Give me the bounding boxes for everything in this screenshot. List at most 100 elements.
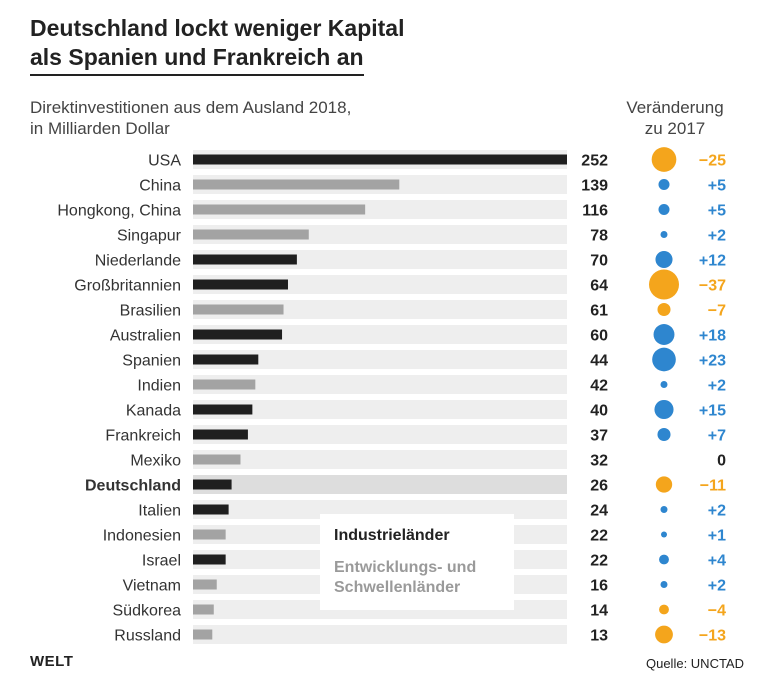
category-label: Russland	[114, 628, 181, 645]
change-label: +12	[699, 253, 726, 270]
change-label: +7	[708, 428, 726, 445]
value-label: 40	[590, 403, 608, 420]
subtitle-line-2: in Milliarden Dollar	[30, 119, 170, 138]
category-label: USA	[148, 153, 181, 170]
change-label: −25	[699, 153, 726, 170]
change-label: −4	[708, 603, 726, 620]
change-bubble	[659, 604, 669, 615]
value-label: 26	[590, 478, 608, 495]
change-column-header: Veränderung zu 2017	[612, 97, 738, 139]
change-bubble	[658, 203, 670, 216]
change-label: −37	[699, 278, 726, 295]
value-label: 42	[590, 378, 608, 395]
change-bubble	[655, 250, 673, 269]
change-label: +1	[708, 528, 726, 545]
category-label: Kanada	[126, 403, 181, 420]
value-label: 64	[590, 278, 608, 295]
change-bubble	[654, 399, 674, 420]
change-bubble	[652, 347, 676, 372]
change-label: +18	[699, 328, 726, 345]
title-line-1: Deutschland lockt weniger Kapital	[30, 15, 405, 41]
row-background	[193, 325, 567, 344]
row-background	[193, 300, 567, 319]
value-label: 44	[590, 353, 608, 370]
bar	[193, 554, 226, 565]
value-label: 24	[590, 503, 608, 520]
bar	[193, 354, 259, 365]
category-label: Israel	[142, 553, 181, 570]
change-bubble	[660, 581, 668, 588]
value-label: 61	[590, 303, 608, 320]
change-bubble	[657, 427, 671, 442]
legend: Industrieländer Entwicklungs- und Schwel…	[320, 514, 514, 610]
category-label: Brasilien	[120, 303, 181, 320]
bar	[193, 204, 366, 215]
change-label: +4	[708, 553, 726, 570]
bar	[193, 379, 256, 390]
value-label: 252	[581, 153, 608, 170]
change-label: 0	[717, 453, 726, 470]
bar	[193, 179, 400, 190]
change-label: +15	[699, 403, 726, 420]
change-label: +2	[708, 228, 726, 245]
change-label: −13	[699, 628, 726, 645]
title-line-2: als Spanien und Frankreich an	[30, 43, 364, 76]
value-label: 13	[590, 628, 608, 645]
change-header-line-1: Veränderung	[626, 98, 724, 117]
row-background	[193, 400, 567, 419]
bar	[193, 304, 284, 315]
change-label: +23	[699, 353, 726, 370]
bar	[193, 454, 241, 465]
value-label: 32	[590, 453, 608, 470]
bar	[193, 579, 217, 590]
bar	[193, 154, 567, 165]
row-background	[193, 625, 567, 644]
bar	[193, 479, 232, 490]
change-bubble	[655, 625, 673, 644]
change-bubble	[659, 554, 669, 565]
bar	[193, 504, 229, 515]
legend-developing-line-1: Entwicklungs- und	[334, 559, 477, 576]
chart-subtitle: Direktinvestitionen aus dem Ausland 2018…	[30, 97, 351, 139]
value-label: 37	[590, 428, 608, 445]
change-label: +5	[708, 178, 726, 195]
category-label: Südkorea	[113, 603, 182, 620]
category-label: Australien	[110, 328, 181, 345]
bar	[193, 254, 297, 265]
category-label: Indonesien	[103, 528, 181, 545]
change-label: −11	[700, 478, 726, 495]
value-label: 22	[590, 528, 608, 545]
legend-industrial: Industrieländer	[334, 527, 450, 544]
row-background	[193, 425, 567, 444]
legend-developing-line-2: Schwellenländer	[334, 579, 461, 596]
bar	[193, 429, 248, 440]
change-bubble	[658, 178, 670, 191]
value-label: 14	[590, 603, 608, 620]
change-bubble	[661, 531, 667, 538]
change-bubble	[655, 476, 673, 493]
category-label: Großbritannien	[74, 278, 181, 295]
category-label: Vietnam	[123, 578, 181, 595]
change-bubble	[660, 506, 668, 513]
value-label: 16	[590, 578, 608, 595]
row-background	[193, 450, 567, 469]
row-background	[193, 475, 567, 494]
value-label: 70	[590, 253, 608, 270]
category-label: Spanien	[122, 353, 181, 370]
category-label: Hongkong, China	[57, 203, 181, 220]
bar	[193, 604, 214, 615]
category-label: China	[139, 178, 181, 195]
value-label: 139	[581, 178, 608, 195]
category-label: Indien	[137, 378, 181, 395]
welt-logo: WELT	[30, 653, 74, 670]
change-label: +2	[708, 503, 726, 520]
change-label: +5	[708, 203, 726, 220]
bar	[193, 404, 253, 415]
bar	[193, 529, 226, 540]
row-background	[193, 375, 567, 394]
change-header-line-2: zu 2017	[644, 119, 706, 138]
row-background	[193, 350, 567, 369]
chart-title: Deutschland lockt weniger Kapital als Sp…	[30, 14, 404, 76]
category-label: Frankreich	[105, 428, 181, 445]
change-label: +2	[708, 378, 726, 395]
